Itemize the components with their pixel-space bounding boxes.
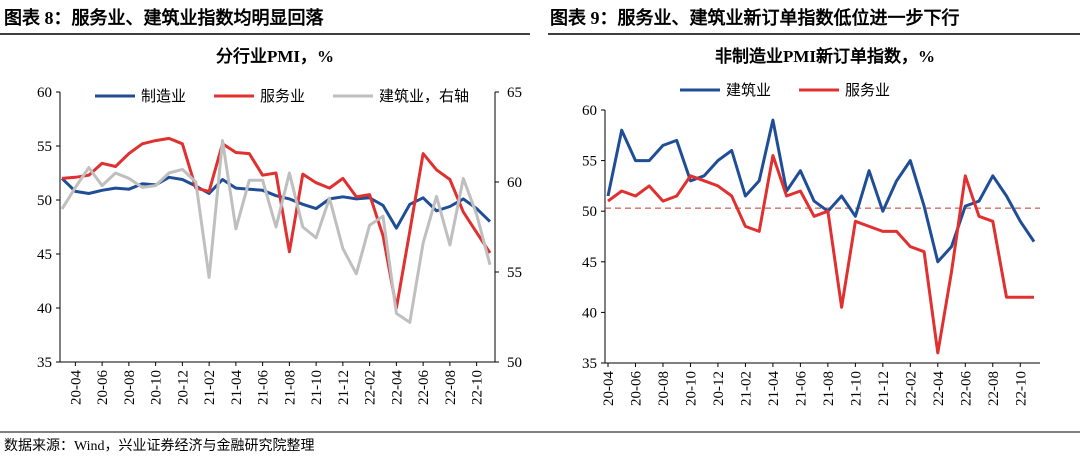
x-tick-label: 21-02 (202, 370, 218, 405)
x-tick-label: 22-02 (363, 370, 379, 405)
y-tick-label: 55 (582, 154, 597, 170)
y2-tick-label: 60 (507, 175, 522, 191)
x-tick-label: 20-06 (95, 370, 111, 405)
series-line (61, 136, 492, 310)
x-tick-label: 22-08 (986, 371, 1002, 406)
x-tick-label: 20-06 (628, 371, 644, 406)
heading: 图表 9：服务业、建筑业新订单指数低位进一步下行 (550, 7, 960, 28)
x-tick-label: 21-10 (848, 371, 864, 406)
x-tick-label: 21-04 (766, 371, 782, 406)
series-line (607, 154, 1034, 355)
x-tick-label: 22-08 (443, 370, 459, 405)
x-tick-label: 21-06 (793, 371, 809, 406)
x-tick-label: 20-12 (711, 371, 727, 406)
x-tick-label: 21-12 (876, 371, 892, 406)
series-line (60, 139, 492, 324)
legend-label: 服务业 (260, 88, 305, 105)
y-tick-label: 40 (582, 305, 597, 321)
y-tick-label: 50 (37, 193, 52, 209)
x-tick-label: 20-08 (122, 370, 138, 405)
x-tick-label: 21-02 (738, 371, 754, 406)
legend-label: 服务业 (845, 82, 890, 99)
y-tick-label: 50 (582, 204, 597, 220)
y-tick-label: 60 (582, 103, 597, 119)
y-tick-label: 35 (582, 356, 597, 372)
x-tick-label: 22-10 (470, 370, 486, 405)
x-tick-label: 20-10 (683, 371, 699, 406)
x-tick-label: 22-06 (416, 370, 432, 405)
legend-label: 制造业 (141, 88, 186, 105)
y2-tick-label: 65 (507, 85, 522, 101)
y2-tick-label: 55 (507, 265, 522, 281)
x-tick-label: 20-04 (601, 371, 617, 406)
x-tick-label: 21-12 (336, 370, 352, 405)
heading: 图表 8：服务业、建筑业指数均明显回落 (4, 7, 324, 28)
x-tick-label: 20-04 (68, 370, 84, 405)
x-tick-label: 21-04 (229, 370, 245, 405)
series-line (606, 118, 1036, 264)
chart-title: 非制造业PMI新订单指数，% (715, 46, 935, 66)
x-tick-label: 22-04 (931, 371, 947, 406)
x-tick-label: 22-02 (903, 371, 919, 406)
source: 数据来源：Wind，兴业证券经济与金融研究院整理 (4, 438, 315, 454)
y-tick-label: 45 (582, 255, 597, 271)
x-tick-label: 21-08 (282, 370, 298, 405)
x-tick-label: 21-08 (821, 371, 837, 406)
legend-label: 建筑业 (726, 82, 771, 99)
series-line (60, 175, 492, 230)
x-tick-label: 22-10 (1013, 371, 1029, 406)
x-tick-label: 21-10 (309, 370, 325, 405)
x-tick-label: 21-06 (256, 370, 272, 405)
x-tick-label: 20-12 (175, 370, 191, 405)
y-tick-label: 60 (37, 85, 52, 101)
chart-title: 分行业PMI，% (216, 46, 334, 66)
x-tick-label: 22-04 (389, 370, 405, 405)
x-tick-label: 20-08 (656, 371, 672, 406)
y-tick-label: 55 (37, 139, 52, 155)
x-tick-label: 22-06 (958, 371, 974, 406)
y-tick-label: 35 (37, 355, 52, 371)
y-tick-label: 45 (37, 247, 52, 263)
y2-tick-label: 50 (507, 355, 522, 371)
legend-label: 建筑业，右轴 (379, 88, 469, 105)
x-tick-label: 20-10 (149, 370, 165, 405)
y-tick-label: 40 (37, 301, 52, 317)
